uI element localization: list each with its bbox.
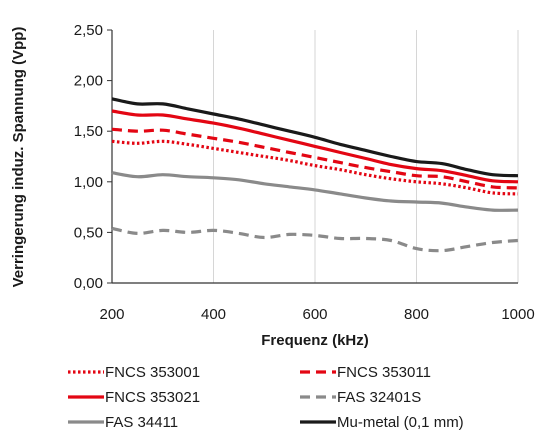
y-axis-title: Verringerung induz. Spannung (Vpp) — [10, 27, 27, 288]
legend-label-2: FNCS 353011 — [337, 364, 431, 381]
x-tick-label: 1000 — [501, 306, 534, 323]
legend-label-5: FAS 34411 — [105, 414, 178, 431]
x-tick-label: 600 — [302, 306, 327, 323]
y-tick-label: 0,50 — [74, 224, 103, 241]
x-tick-label: 800 — [404, 306, 429, 323]
x-axis-title: Frequenz (kHz) — [261, 332, 369, 349]
x-tick-label: 400 — [201, 306, 226, 323]
x-tick-label: 200 — [99, 306, 124, 323]
legend-label-1: FNCS 353001 — [105, 364, 200, 381]
axis-layer: 0,00 0,50 1,00 1,50 2,00 2,50 200 400 600 800 1000 — [74, 22, 535, 323]
legend-label-3: FNCS 353021 — [105, 389, 200, 406]
legend: FNCS 353001 FNCS 353011 FNCS 353021 FAS 324… — [68, 364, 464, 431]
legend-label-6: Mu-metal (0,1 mm) — [337, 414, 464, 431]
legend-label-4: FAS 32401S — [337, 389, 421, 406]
y-tick-label: 1,50 — [74, 123, 103, 140]
y-tick-label: 1,00 — [74, 174, 103, 191]
y-tick-label: 0,00 — [74, 275, 103, 292]
grid-layer — [214, 30, 519, 283]
y-tick-label: 2,50 — [74, 22, 103, 39]
y-tick-label: 2,00 — [74, 73, 103, 90]
